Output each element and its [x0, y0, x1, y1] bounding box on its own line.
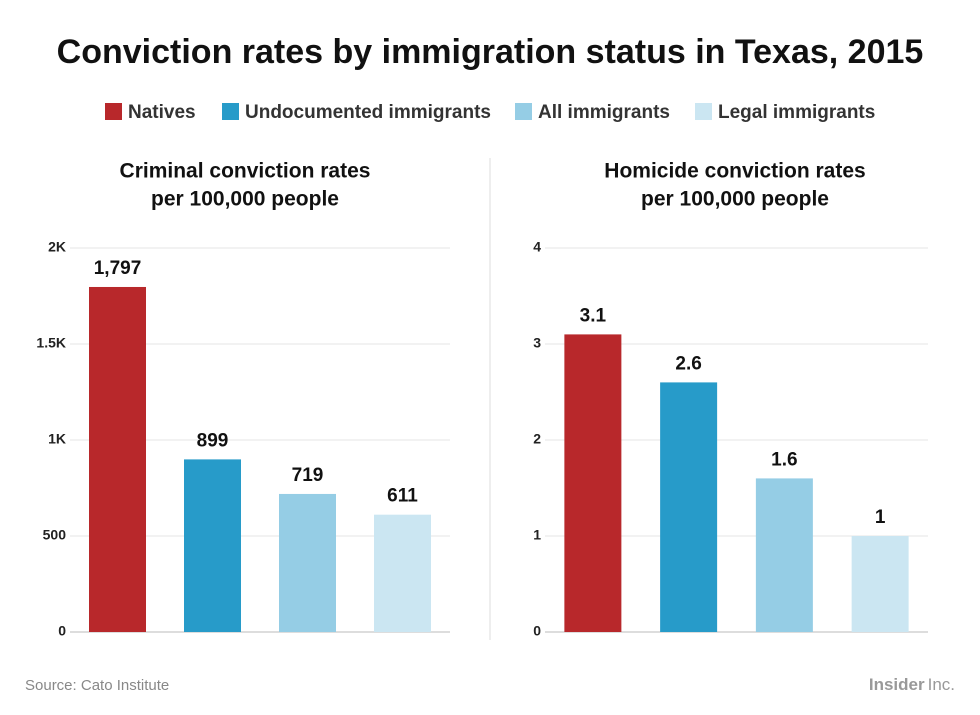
legend-label: All immigrants	[538, 102, 670, 123]
y-tick-label: 1K	[48, 431, 66, 447]
bar	[184, 459, 241, 632]
chart-subtitle: per 100,000 people	[151, 188, 339, 211]
y-tick-label: 2	[533, 431, 541, 447]
page-title: Conviction rates by immigration status i…	[57, 33, 924, 71]
bar	[755, 478, 813, 632]
y-tick-label: 1.5K	[36, 335, 66, 351]
bar	[374, 514, 431, 632]
value-label: 899	[197, 430, 229, 451]
value-label: 1.6	[771, 449, 797, 470]
y-tick-label: 3	[533, 335, 541, 351]
value-label: 3.1	[580, 305, 607, 326]
legend-swatch	[222, 103, 239, 120]
legend-label: Undocumented immigrants	[245, 102, 491, 123]
brand-name: Insider	[869, 675, 925, 694]
bar	[89, 286, 146, 632]
legend-label: Legal immigrants	[718, 102, 875, 123]
legend-swatch	[695, 103, 712, 120]
value-label: 611	[387, 486, 418, 507]
value-label: 719	[292, 465, 324, 486]
legend-swatch	[105, 103, 122, 120]
brand-suffix: Inc.	[928, 675, 955, 694]
y-tick-label: 1	[533, 527, 541, 543]
legend-label: Natives	[128, 102, 196, 123]
y-tick-label: 0	[58, 623, 66, 639]
value-label: 1	[875, 507, 886, 528]
brand: Insider Inc.	[869, 675, 955, 694]
y-tick-label: 0	[533, 623, 541, 639]
source: Source: Cato Institute	[25, 677, 169, 694]
chart-title: Criminal conviction rates	[120, 160, 371, 183]
y-tick-label: 500	[43, 527, 67, 543]
y-tick-label: 2K	[48, 239, 66, 255]
bar	[660, 382, 718, 632]
chart-title: Homicide conviction rates	[604, 160, 865, 183]
value-label: 1,797	[94, 258, 142, 279]
bar	[564, 334, 622, 632]
value-label: 2.6	[675, 353, 701, 374]
bar	[279, 493, 336, 632]
chart-subtitle: per 100,000 people	[641, 188, 829, 211]
y-tick-label: 4	[533, 239, 541, 255]
bar	[851, 536, 909, 632]
legend-swatch	[515, 103, 532, 120]
